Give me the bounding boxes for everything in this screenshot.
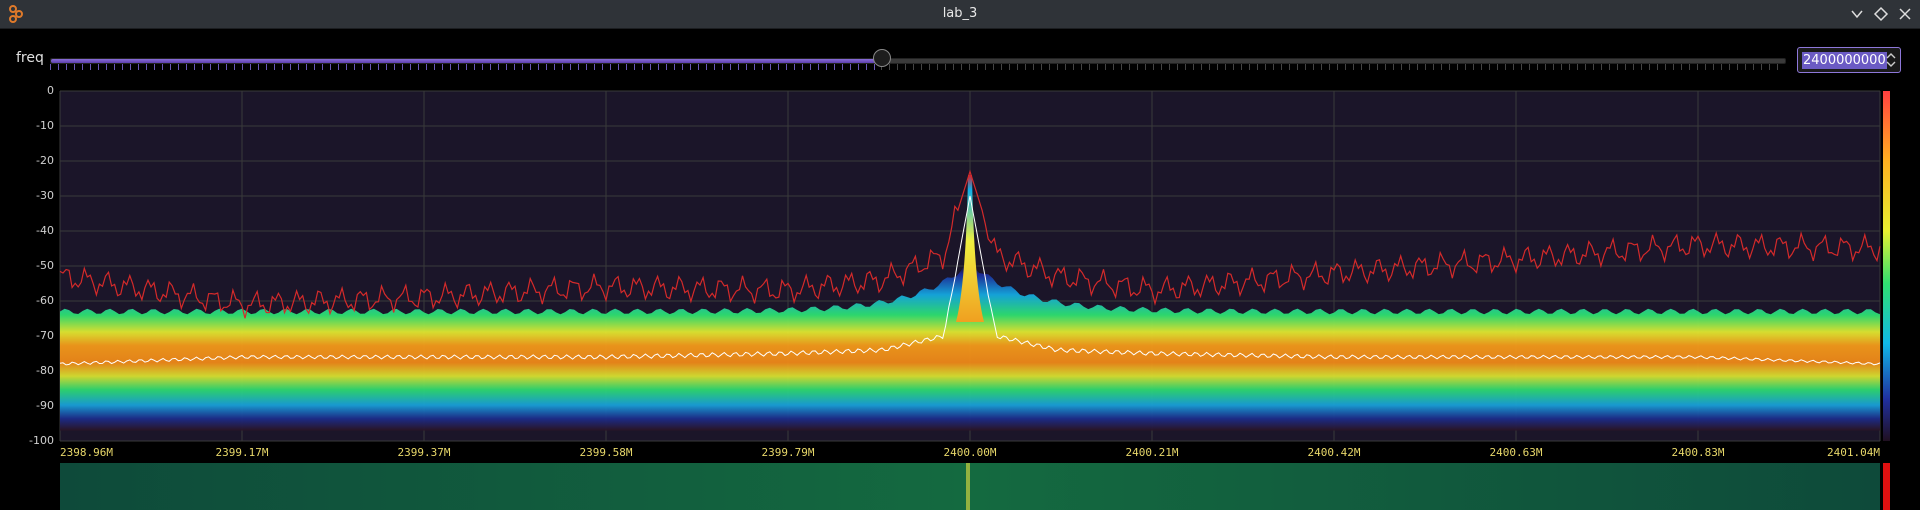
y-tick-label: -20	[36, 154, 54, 167]
color-scale-bar	[1883, 91, 1890, 441]
x-tick-label: 2400.21M	[1125, 446, 1179, 459]
y-tick-label: -40	[36, 224, 54, 237]
y-tick-label: 0	[47, 84, 54, 97]
carrier-peak	[956, 175, 984, 322]
y-tick-label: -30	[36, 189, 54, 202]
y-tick-label: -90	[36, 399, 54, 412]
x-tick-label: 2400.63M	[1489, 446, 1543, 459]
x-tick-label: 2400.42M	[1307, 446, 1361, 459]
x-tick-label: 2401.04M	[1827, 446, 1880, 459]
window-title: lab_3	[942, 6, 978, 21]
y-tick-label: -60	[36, 294, 54, 307]
waterfall-carrier-line	[966, 463, 970, 510]
x-tick-label: 2398.96M	[60, 446, 113, 459]
spin-arrows-icon[interactable]	[1885, 51, 1897, 69]
title-bar: lab_3	[0, 0, 1920, 29]
x-tick-label: 2399.37M	[397, 446, 451, 459]
freq-spinbox[interactable]: 2400000000	[1797, 47, 1901, 73]
x-tick-label: 2399.58M	[579, 446, 633, 459]
freq-slider-ticks-remaining	[880, 64, 1784, 70]
noise-band	[60, 260, 1880, 431]
chevron-down-icon[interactable]	[1848, 5, 1866, 23]
x-tick-label: 2399.79M	[761, 446, 815, 459]
x-tick-label: 2400.00M	[943, 446, 997, 459]
freq-value[interactable]: 2400000000	[1802, 52, 1887, 69]
close-icon[interactable]	[1896, 5, 1914, 23]
y-tick-label: -100	[29, 434, 54, 447]
restore-icon[interactable]	[1872, 5, 1890, 23]
x-tick-label: 2399.17M	[215, 446, 269, 459]
y-tick-label: -50	[36, 259, 54, 272]
freq-slider-ticks	[50, 64, 881, 70]
app-logo-icon	[9, 5, 23, 23]
x-tick-label: 2400.83M	[1671, 446, 1725, 459]
freq-slider-handle[interactable]	[872, 49, 891, 67]
freq-slider-fill	[51, 59, 882, 63]
freq-label: freq	[16, 50, 44, 66]
freq-slider[interactable]	[50, 58, 1786, 64]
y-tick-label: -80	[36, 364, 54, 377]
waterfall-color-bar	[1883, 463, 1890, 510]
average-trace	[59, 195, 1881, 366]
y-tick-label: -10	[36, 119, 54, 132]
y-tick-label: -70	[36, 329, 54, 342]
max-hold-trace	[59, 169, 1881, 319]
